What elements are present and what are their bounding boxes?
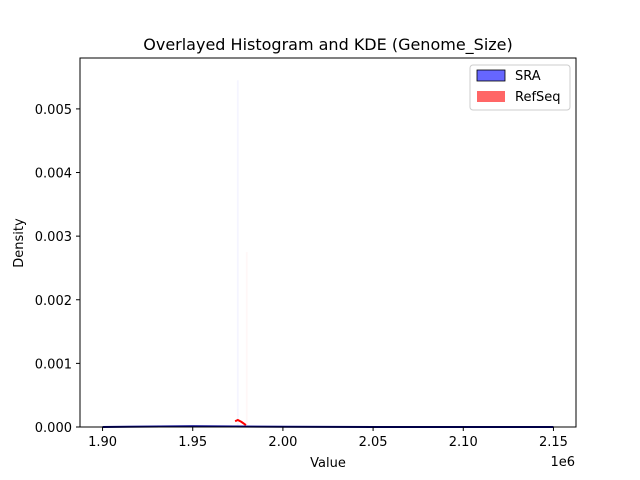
y-tick-label: 0.004 [35, 167, 72, 182]
y-axis-label: Density [12, 218, 27, 268]
x-tick-label: 2.05 [359, 435, 388, 450]
kde-line-refseq [234, 418, 247, 426]
y-tick-label: 0.000 [35, 421, 72, 436]
legend-swatch-refseq [477, 91, 505, 102]
axes-frame [79, 57, 577, 428]
bar-sra-3 [236, 80, 239, 427]
x-tick-label: 1.90 [88, 435, 117, 450]
x-axis-label: Value [310, 456, 346, 471]
x-tick-label: 2.10 [449, 435, 478, 450]
y-tick-label: 0.003 [35, 230, 72, 245]
y-tick-label: 0.005 [35, 103, 72, 118]
x-tick-label: 2.15 [539, 435, 568, 450]
y-tick-label: 0.002 [35, 294, 72, 309]
y-tick-label: 0.001 [35, 357, 72, 372]
chart-title: Overlayed Histogram and KDE (Genome_Size… [143, 35, 513, 55]
bar-refseq-0 [246, 252, 248, 427]
x-axis-offset-label: 1e6 [550, 455, 575, 470]
legend-label-refseq: RefSeq [515, 90, 561, 105]
x-tick-label: 2.00 [268, 435, 297, 450]
legend-label-sra: SRA [515, 69, 541, 84]
legend: SRA RefSeq [469, 64, 571, 111]
legend-swatch-sra [476, 69, 506, 82]
axes: 1.90 1.95 2.00 2.05 2.10 2.15 0.000 0.001 0.002 0… [35, 57, 577, 450]
x-tick-label: 1.95 [178, 435, 207, 450]
